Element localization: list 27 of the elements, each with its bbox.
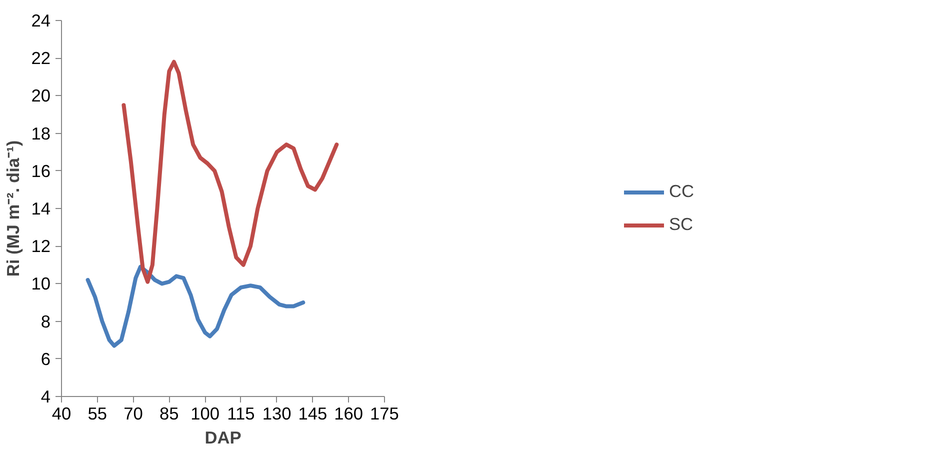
x-tick-label: 85 [160, 404, 179, 424]
x-axis-title: DAP [204, 428, 242, 448]
x-tick-label: 160 [334, 404, 364, 424]
y-tick-label: 18 [31, 123, 51, 144]
x-tick-label: 70 [124, 404, 143, 424]
y-tick-label: 16 [31, 160, 51, 181]
y-tick-label: 10 [31, 274, 51, 294]
y-tick-label: 4 [40, 386, 51, 406]
x-tick-label: 40 [52, 404, 72, 424]
y-tick-label: 8 [40, 311, 51, 332]
line-series [122, 60, 339, 284]
line-series [86, 264, 306, 348]
x-tick-label: 145 [298, 404, 328, 424]
x-tick-label: 130 [262, 404, 292, 424]
x-tick-label: 100 [190, 404, 220, 424]
y-tick-label: 12 [31, 236, 51, 256]
y-tick-label: 24 [31, 10, 51, 30]
y-tick-label: 14 [31, 198, 51, 218]
y-axis-title: Ri (MJ m⁻². dia⁻¹) [3, 140, 24, 277]
legend-label: SC [668, 214, 694, 235]
x-tick-label: 175 [370, 404, 399, 424]
y-tick-label: 22 [31, 48, 51, 68]
x-tick-label: 115 [227, 404, 255, 424]
y-tick-label: 6 [40, 348, 51, 369]
y-tick-label: 20 [31, 86, 51, 106]
x-tick-label: 55 [88, 404, 108, 424]
legend-label: CC [668, 181, 694, 202]
